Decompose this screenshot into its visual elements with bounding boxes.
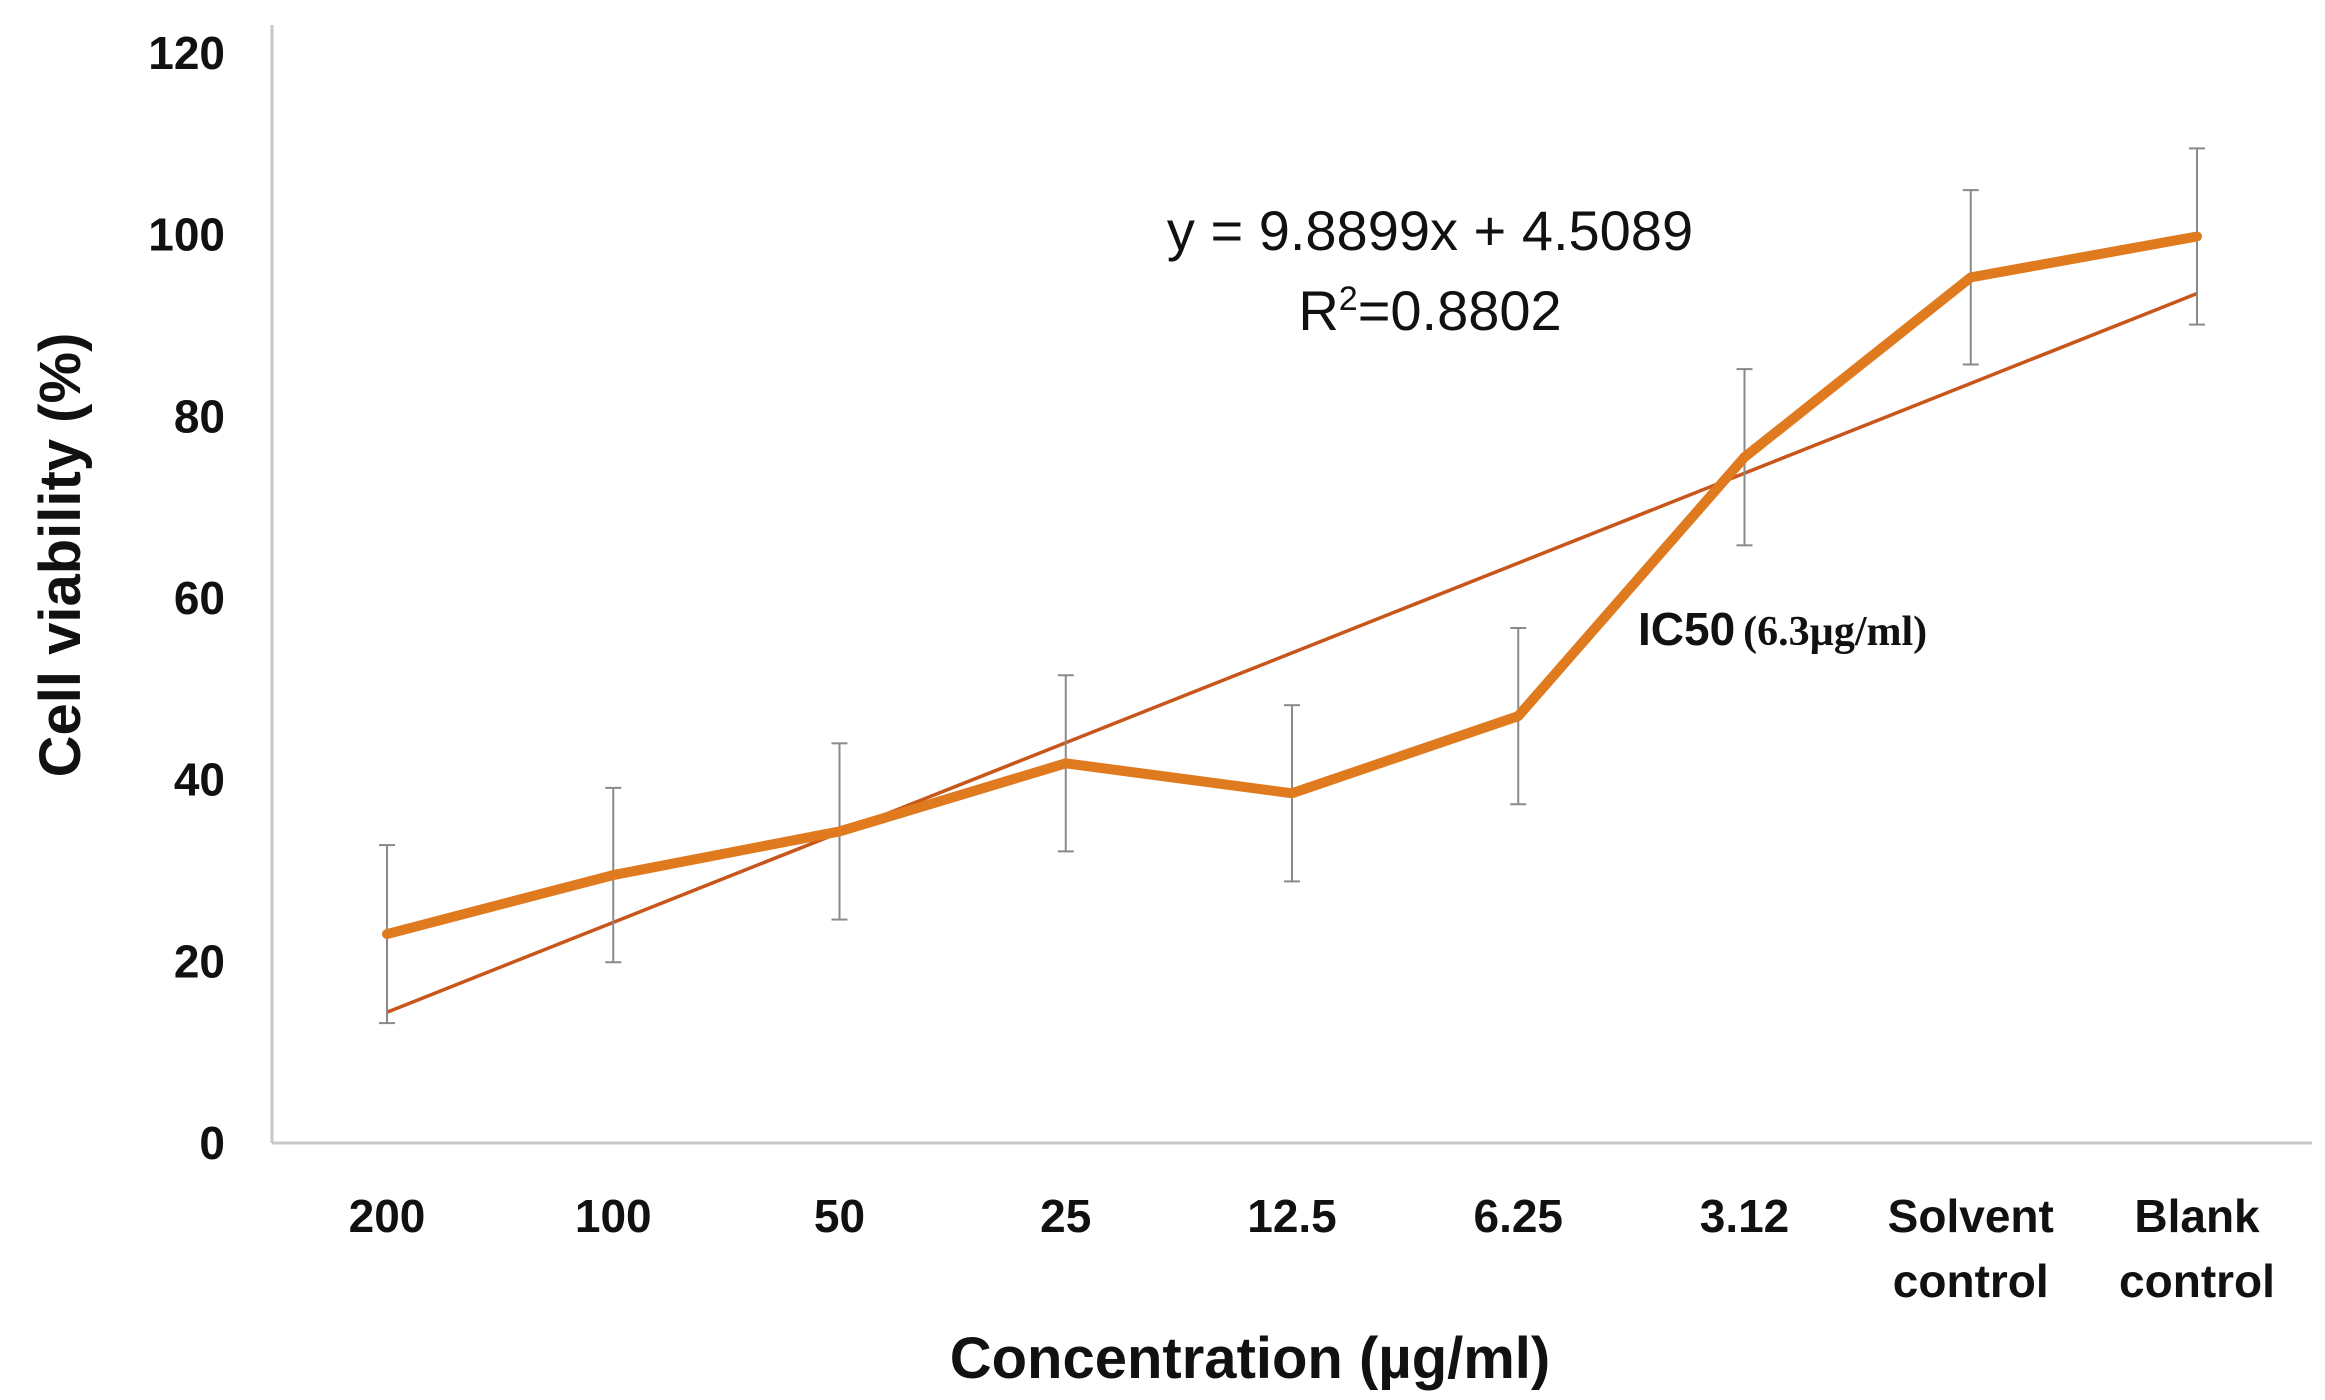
y-tick-label: 120 <box>148 27 225 79</box>
y-axis-title: Cell viability (%) <box>28 333 93 778</box>
x-tick-label: Blank control <box>2119 1190 2275 1307</box>
error-bars <box>379 147 2205 1025</box>
x-tick-label: 3.12 <box>1700 1190 1790 1242</box>
r-squared: R2=0.8802 <box>1298 279 1561 342</box>
x-tick-label: 200 <box>349 1190 426 1242</box>
y-tick-label: 20 <box>174 935 225 987</box>
x-tick-label: Solvent control <box>1888 1190 2054 1307</box>
series-line <box>382 231 2202 940</box>
x-tick-label: 100 <box>575 1190 652 1242</box>
y-tick-label: 100 <box>148 209 225 261</box>
trendline <box>386 291 2198 1014</box>
trend-equation: y = 9.8899x + 4.5089 <box>1167 199 1693 262</box>
x-tick-label: 6.25 <box>1473 1190 1563 1242</box>
x-tick-label: 25 <box>1040 1190 1091 1242</box>
x-axis-ticks: 200 100 50 25 12.5 6.25 3.12 Solvent control Blan… <box>349 1190 2275 1307</box>
y-tick-label: 80 <box>174 390 225 442</box>
x-tick-label: 12.5 <box>1247 1190 1337 1242</box>
x-axis-title: Concentration (µg/ml) <box>950 1326 1551 1391</box>
ic50-annotation: IC50 (6.3µg/ml) <box>1638 603 1927 655</box>
x-tick-label: 50 <box>814 1190 865 1242</box>
y-tick-label: 40 <box>174 754 225 806</box>
y-tick-label: 0 <box>199 1117 225 1169</box>
y-axis-ticks: 0 20 40 60 80 100 120 <box>148 27 225 1169</box>
y-tick-label: 60 <box>174 572 225 624</box>
